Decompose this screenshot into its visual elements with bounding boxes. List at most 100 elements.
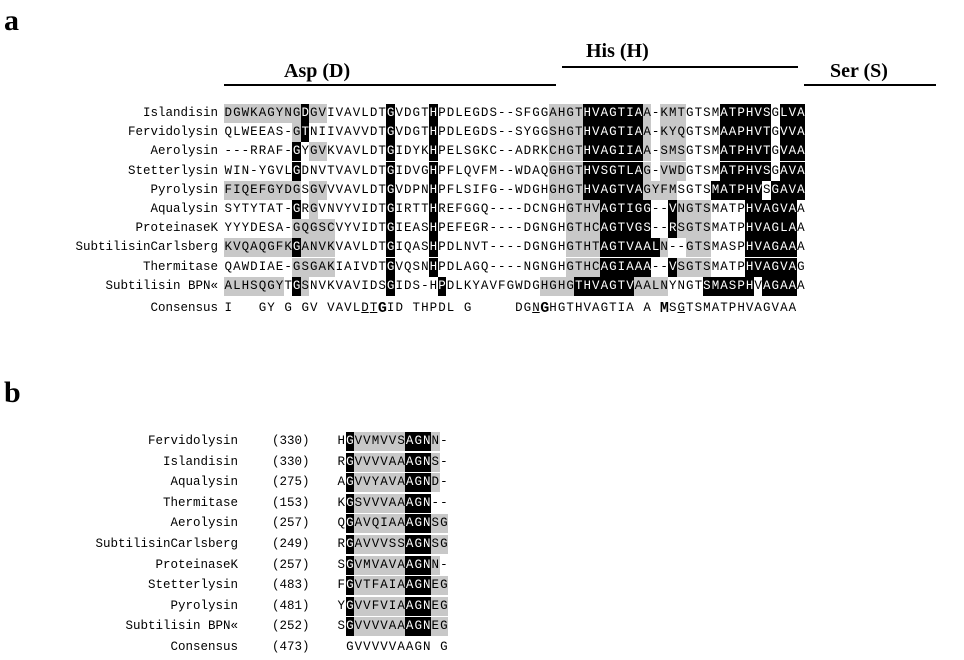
- residue: T: [694, 144, 703, 159]
- residue: Q: [258, 276, 267, 296]
- residue: V: [371, 535, 380, 554]
- sequence-residues: DGWKAGYNGDGVIVAVLDTGVDGTHPDLEGDS--SFGGAH…: [224, 103, 806, 124]
- residue: I: [617, 301, 626, 315]
- residue: Y: [668, 278, 677, 293]
- residue: H: [557, 221, 566, 236]
- residue: S: [378, 278, 386, 293]
- residue: -: [515, 240, 523, 255]
- residue: H: [557, 240, 566, 255]
- residue: M: [711, 144, 720, 159]
- residue: G: [472, 125, 480, 140]
- residue: -: [498, 163, 506, 178]
- alignment-row: ProteinaseK YYYDESA-GQGSCVYVIDTGIEASHPEFE…: [0, 218, 805, 239]
- residue: P: [438, 182, 446, 197]
- domain-bar-his: [562, 66, 798, 68]
- residue: H: [745, 104, 754, 123]
- residue: A: [754, 301, 762, 315]
- residue: P: [412, 182, 421, 197]
- residue: G: [292, 276, 301, 296]
- residue: -: [489, 240, 497, 255]
- residue: G: [386, 200, 395, 219]
- sequence-name: Consensus: [170, 640, 238, 654]
- residue: H: [557, 259, 566, 274]
- residue: A: [796, 161, 806, 181]
- residue: F: [455, 221, 463, 236]
- domain-bar-asp: [224, 84, 556, 86]
- residue: V: [591, 276, 601, 296]
- residue: A: [397, 640, 405, 654]
- residue: E: [463, 125, 472, 140]
- residue: V: [379, 535, 389, 554]
- residue: L: [455, 106, 463, 120]
- residue: T: [686, 301, 694, 315]
- alignment-row: Thermitase (153) KGSVVVAAAGN--: [0, 493, 448, 514]
- residue: A: [412, 221, 421, 236]
- residue: V: [788, 104, 797, 123]
- residue: A: [379, 555, 389, 575]
- residue: G: [386, 104, 395, 123]
- residue: S: [318, 219, 327, 239]
- sequence-start-position: (257): [272, 516, 310, 531]
- residue: V: [379, 452, 389, 472]
- residue: T: [676, 104, 686, 123]
- residue: M: [711, 240, 720, 255]
- residue: G: [232, 104, 242, 123]
- residue: V: [388, 473, 397, 493]
- sequence-residues: FGVTFAIAAGNEG: [337, 575, 449, 596]
- residue: L: [455, 125, 463, 140]
- residue: K: [326, 238, 336, 258]
- residue: I: [625, 142, 635, 162]
- residue: H: [582, 238, 592, 258]
- residue: G: [412, 125, 421, 140]
- panel-letter-b: b: [4, 376, 21, 409]
- residue: A: [642, 238, 652, 258]
- sequence-name: Thermitase: [162, 495, 238, 510]
- residue: Y: [371, 473, 380, 493]
- residue: N: [422, 535, 432, 554]
- residue: I: [625, 123, 635, 143]
- residue: H: [582, 200, 592, 219]
- residue: G: [292, 219, 301, 239]
- residue: L: [455, 182, 463, 197]
- residue: L: [361, 106, 369, 120]
- residue: P: [737, 240, 745, 255]
- residue: G: [267, 163, 275, 178]
- residue: S: [300, 276, 310, 296]
- residue: -: [284, 144, 292, 159]
- residue: G: [565, 123, 575, 143]
- residue: Q: [300, 219, 310, 239]
- residue: R: [532, 144, 540, 159]
- residue: M: [371, 432, 380, 451]
- residue: [250, 299, 259, 318]
- residue: S: [762, 182, 771, 197]
- residue: A: [719, 104, 729, 123]
- residue: -: [506, 182, 515, 197]
- residue: G: [345, 555, 355, 575]
- residue: V: [395, 106, 403, 120]
- sequence-name: Stetterlysin: [147, 578, 238, 593]
- residue: D: [224, 104, 233, 123]
- residue: N: [309, 238, 319, 258]
- residue: S: [337, 619, 346, 634]
- residue: G: [439, 514, 449, 534]
- residue: A: [720, 259, 728, 274]
- residue: N: [532, 301, 540, 315]
- residue: V: [362, 432, 372, 451]
- residue: H: [737, 301, 745, 315]
- residue: L: [651, 238, 660, 258]
- residue: H: [429, 238, 438, 258]
- residue: A: [788, 142, 797, 162]
- residue: A: [515, 144, 523, 159]
- residue: G: [345, 514, 355, 534]
- residue: T: [728, 202, 737, 216]
- residue: A: [600, 180, 609, 200]
- residue: -: [651, 259, 660, 274]
- residue: M: [711, 202, 720, 216]
- residue: G: [301, 301, 309, 315]
- residue: T: [566, 301, 574, 315]
- residue: V: [363, 640, 371, 654]
- residue: A: [600, 257, 609, 277]
- residue: V: [753, 104, 763, 123]
- residue: S: [300, 257, 310, 277]
- residue: N: [422, 493, 432, 513]
